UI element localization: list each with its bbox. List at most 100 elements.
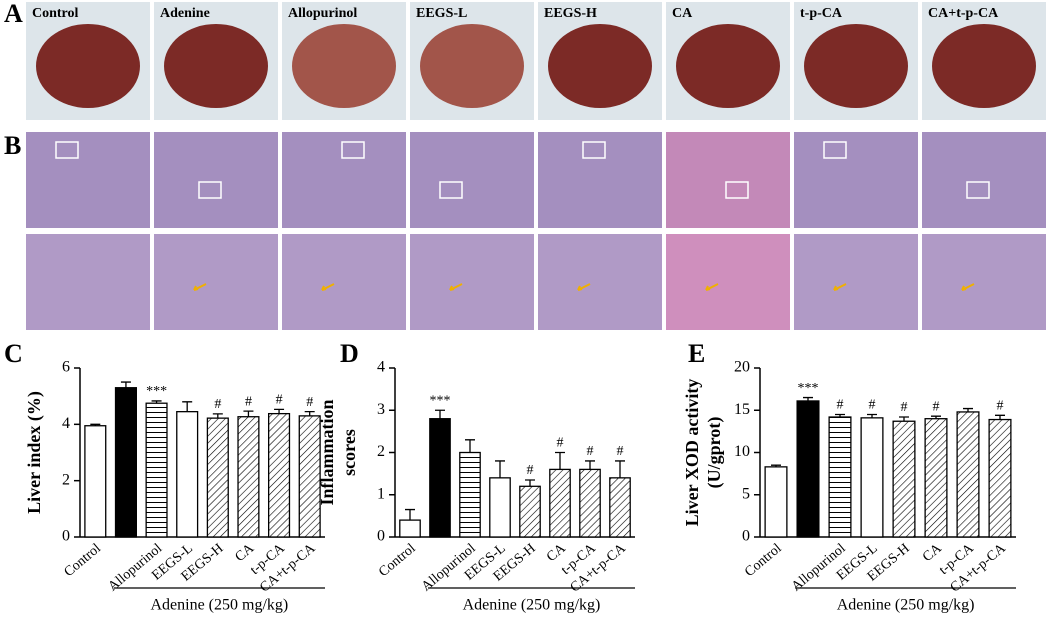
x-tick-label: Control (742, 541, 784, 580)
bar (145, 402, 168, 538)
error-bar (495, 460, 505, 478)
error-bar (435, 409, 445, 419)
bar (267, 412, 291, 538)
roi-box (823, 141, 847, 159)
histology-low (154, 132, 278, 228)
histology-high (666, 234, 790, 330)
arrow (961, 283, 975, 291)
significance: # (527, 463, 534, 478)
error-bar (151, 400, 162, 404)
y-tick-label: 2 (62, 471, 70, 488)
bar (796, 400, 820, 538)
bar (828, 416, 852, 538)
y-axis-label: (U/gprot) (704, 417, 725, 489)
histology-high (538, 234, 662, 330)
histology-high (410, 234, 534, 330)
significance: # (214, 397, 221, 412)
liver (36, 24, 140, 108)
roi-box (966, 181, 990, 199)
bar (860, 417, 884, 538)
group-label: CA+t-p-CA (928, 6, 999, 21)
error-bar (867, 413, 877, 418)
bar (956, 411, 980, 538)
bar (988, 418, 1012, 538)
error-bar (525, 479, 535, 487)
panel-label: B (4, 131, 21, 160)
bar (176, 411, 199, 538)
error-bar (995, 414, 1005, 420)
y-tick-label: 0 (62, 528, 70, 545)
bar (519, 485, 541, 538)
significance: # (587, 444, 594, 459)
liver (932, 24, 1036, 108)
significance: # (869, 398, 876, 413)
liver (164, 24, 268, 108)
group-label: t-p-CA (800, 6, 843, 21)
significance: # (245, 394, 252, 409)
y-tick-label: 15 (734, 401, 750, 418)
arrow (449, 283, 463, 291)
histology-high (794, 234, 918, 330)
y-tick-label: 4 (377, 359, 385, 376)
x-tick-label: Control (376, 541, 418, 580)
liver (292, 24, 396, 108)
bar (489, 477, 511, 538)
y-axis-label: Liver XOD activity (682, 379, 702, 527)
arrow (321, 283, 335, 291)
liver (804, 24, 908, 108)
bar (114, 387, 138, 538)
bar (237, 416, 260, 538)
significance: # (306, 395, 313, 410)
bar (206, 417, 229, 538)
significance: # (901, 400, 908, 415)
group-label: Adenine (250 mg/kg) (463, 597, 601, 614)
significance: # (933, 399, 940, 414)
y-axis-label: Liver index (%) (24, 391, 45, 514)
error-bar (963, 407, 973, 412)
liver (420, 24, 524, 108)
y-tick-label: 2 (377, 443, 385, 460)
liver (676, 24, 780, 108)
histology-low (922, 132, 1046, 228)
roi-box (55, 141, 79, 159)
roi-box (725, 181, 749, 199)
panel-label: D (340, 339, 359, 368)
error-bar (803, 396, 813, 401)
error-bar (243, 410, 254, 417)
group-label: EEGS-H (544, 6, 597, 21)
significance: # (617, 444, 624, 459)
y-tick-label: 20 (734, 359, 750, 376)
group-label: CA (672, 6, 693, 21)
arrow (577, 283, 591, 291)
error-bar (274, 408, 285, 414)
bar (429, 418, 451, 538)
y-tick-label: 0 (377, 528, 385, 545)
x-tick-label: Control (62, 541, 104, 580)
histology-low (666, 132, 790, 228)
error-bar (465, 439, 475, 453)
group-label: Adenine (250 mg/kg) (150, 597, 288, 614)
histology-low (410, 132, 534, 228)
roi-box (341, 141, 365, 159)
bar (892, 420, 916, 538)
error-bar (835, 413, 845, 418)
y-axis-label: Inflammation (317, 399, 337, 505)
error-bar (182, 401, 193, 412)
significance: *** (798, 381, 819, 396)
group-label: Control (32, 6, 79, 21)
error-bar (405, 508, 415, 521)
group-label: Adenine (160, 6, 210, 21)
error-bar (931, 415, 941, 419)
group-label: Adenine (250 mg/kg) (837, 597, 975, 614)
error-bar (555, 451, 565, 470)
histology-high (922, 234, 1046, 330)
significance: # (557, 436, 564, 451)
bar (549, 468, 571, 538)
error-bar (90, 423, 101, 426)
error-bar (615, 460, 625, 478)
roi-box (439, 181, 463, 199)
histology-low (794, 132, 918, 228)
bar (924, 418, 948, 538)
roi-box (198, 181, 222, 199)
y-tick-label: 4 (62, 415, 70, 432)
